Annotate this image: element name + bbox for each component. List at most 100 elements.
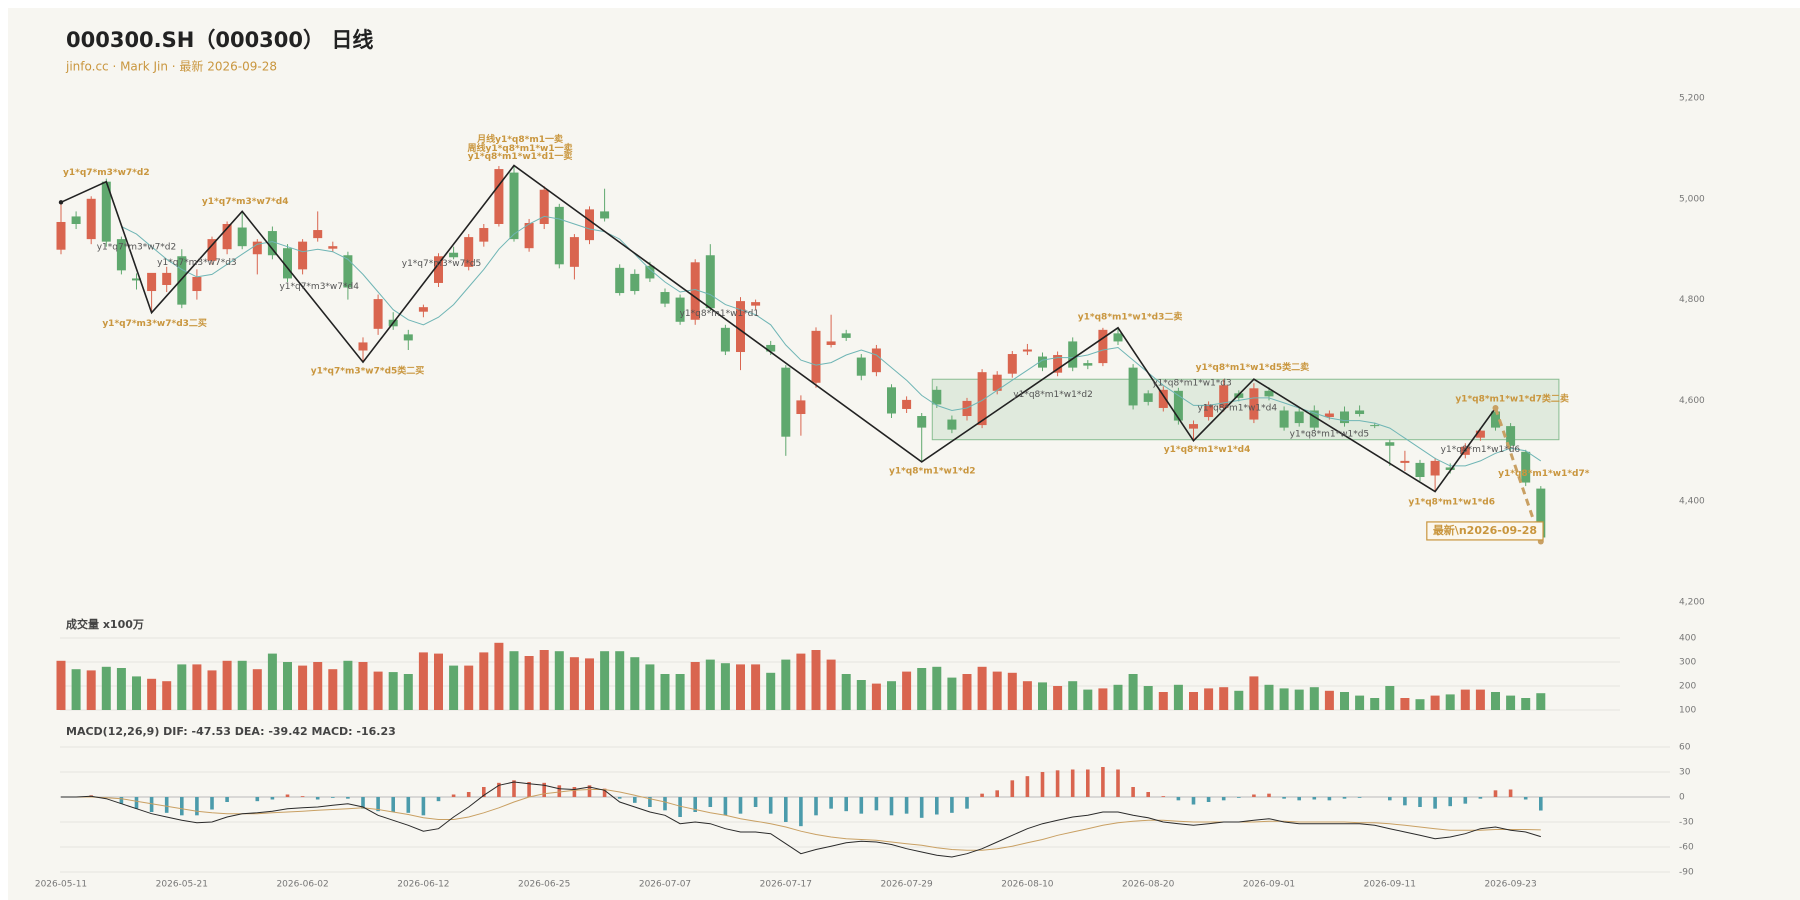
y-tick-label: 4,400 xyxy=(1679,497,1705,507)
volume-bar xyxy=(418,652,428,710)
annotation: y1*q8*m1*w1*d3二卖 xyxy=(1078,311,1183,323)
macd-bar xyxy=(1131,787,1135,797)
macd-bar xyxy=(1146,792,1150,797)
annotation: y1*q8*m1*w1*d1一卖 xyxy=(468,150,573,162)
macd-bar xyxy=(1433,797,1437,809)
candle-body xyxy=(841,333,851,338)
macd-bar xyxy=(1055,770,1060,797)
candle-body xyxy=(917,416,927,428)
candle-body xyxy=(192,276,202,292)
volume-bar xyxy=(177,664,187,710)
macd-bar xyxy=(195,797,199,816)
volume-bar xyxy=(1053,686,1063,710)
volume-bar xyxy=(1264,684,1274,710)
candle-body xyxy=(554,206,564,265)
macd-bar xyxy=(361,797,365,809)
x-tick-label: 2026-07-17 xyxy=(760,880,812,890)
candle-body xyxy=(132,278,141,281)
candle-body xyxy=(751,302,761,306)
volume-bar xyxy=(1324,690,1334,710)
candle-body xyxy=(1506,426,1516,446)
volume-bar xyxy=(992,671,1002,710)
volume-bar xyxy=(841,674,851,710)
candle-body xyxy=(449,252,459,258)
candle-body xyxy=(1083,363,1093,366)
annotation: y1*q7*m3*w7*d5类二买 xyxy=(311,365,425,377)
macd-bar xyxy=(1463,797,1468,804)
volume-bar xyxy=(1445,694,1455,710)
macd-bar xyxy=(980,793,984,797)
volume-bar xyxy=(1370,698,1380,710)
candle-body xyxy=(902,399,912,409)
candle-body xyxy=(766,344,776,352)
candle-body xyxy=(524,222,534,249)
candle-body xyxy=(600,211,610,219)
volume-bar xyxy=(509,651,519,710)
macd-bar xyxy=(164,797,169,813)
candle-body xyxy=(1294,411,1304,424)
candle-body xyxy=(1249,388,1259,420)
y-tick-label: 300 xyxy=(1679,658,1696,668)
macd-bar xyxy=(1448,797,1452,807)
volume-bar xyxy=(977,666,987,710)
macd-bar xyxy=(180,797,184,816)
candle-body xyxy=(690,262,700,320)
macd-bar xyxy=(1161,796,1166,797)
macd-bar xyxy=(134,797,139,809)
macd-bar xyxy=(995,790,999,797)
volume-bar xyxy=(1400,698,1410,710)
volume-bar xyxy=(132,676,141,710)
volume-bar xyxy=(796,653,806,710)
macd-bar xyxy=(1101,767,1105,797)
annotation: y1*q8*m1*w1*d2 xyxy=(889,466,976,476)
macd-bar xyxy=(693,797,697,812)
volume-bar xyxy=(524,656,534,710)
volume-bar xyxy=(1279,688,1289,710)
macd-bar xyxy=(678,797,682,817)
candle-body xyxy=(222,224,232,250)
candle-body xyxy=(871,348,881,373)
volume-bar xyxy=(358,662,368,710)
candle-body xyxy=(1007,354,1017,374)
candle-body xyxy=(116,239,126,271)
candle-body xyxy=(298,241,308,270)
candle-body xyxy=(162,272,172,285)
y-tick-label: -30 xyxy=(1679,818,1694,828)
volume-bar xyxy=(1355,695,1365,710)
candle-body xyxy=(479,228,489,242)
zigzag-point xyxy=(58,200,64,205)
volume-bar xyxy=(1083,689,1093,710)
annotation: y1*q7*m3*w7*d4 xyxy=(279,282,359,292)
volume-bar xyxy=(207,670,217,710)
macd-bar xyxy=(633,797,637,803)
macd-bar xyxy=(1357,797,1362,798)
volume-bar xyxy=(56,660,66,710)
macd-bar xyxy=(844,797,848,812)
candle-body xyxy=(147,272,157,292)
volume-bar xyxy=(1430,695,1440,710)
macd-bar xyxy=(1388,797,1392,801)
candle-body xyxy=(615,267,625,294)
volume-bar xyxy=(720,663,730,710)
candle-body xyxy=(328,246,338,249)
volume-bar xyxy=(781,659,791,710)
volume-bar xyxy=(449,665,459,710)
candle-body xyxy=(464,237,474,267)
macd-bar xyxy=(602,788,607,797)
candle-body xyxy=(887,387,896,414)
zone xyxy=(931,378,1560,441)
annotation: y1*q7*m3*w7*d5 xyxy=(402,259,482,269)
candle-body xyxy=(1053,355,1063,373)
macd-bar xyxy=(1221,797,1226,801)
volume-bar xyxy=(343,660,353,710)
volume-bar xyxy=(464,665,474,710)
candle-body xyxy=(585,209,594,241)
candle-body xyxy=(977,372,987,426)
candle-body xyxy=(1385,442,1395,446)
macd-bar xyxy=(768,797,773,814)
candle-body xyxy=(403,334,413,341)
volume-bar xyxy=(645,664,655,710)
y-tick-label: 4,800 xyxy=(1679,295,1705,305)
macd-bar xyxy=(436,797,441,802)
macd-bar xyxy=(859,797,864,814)
